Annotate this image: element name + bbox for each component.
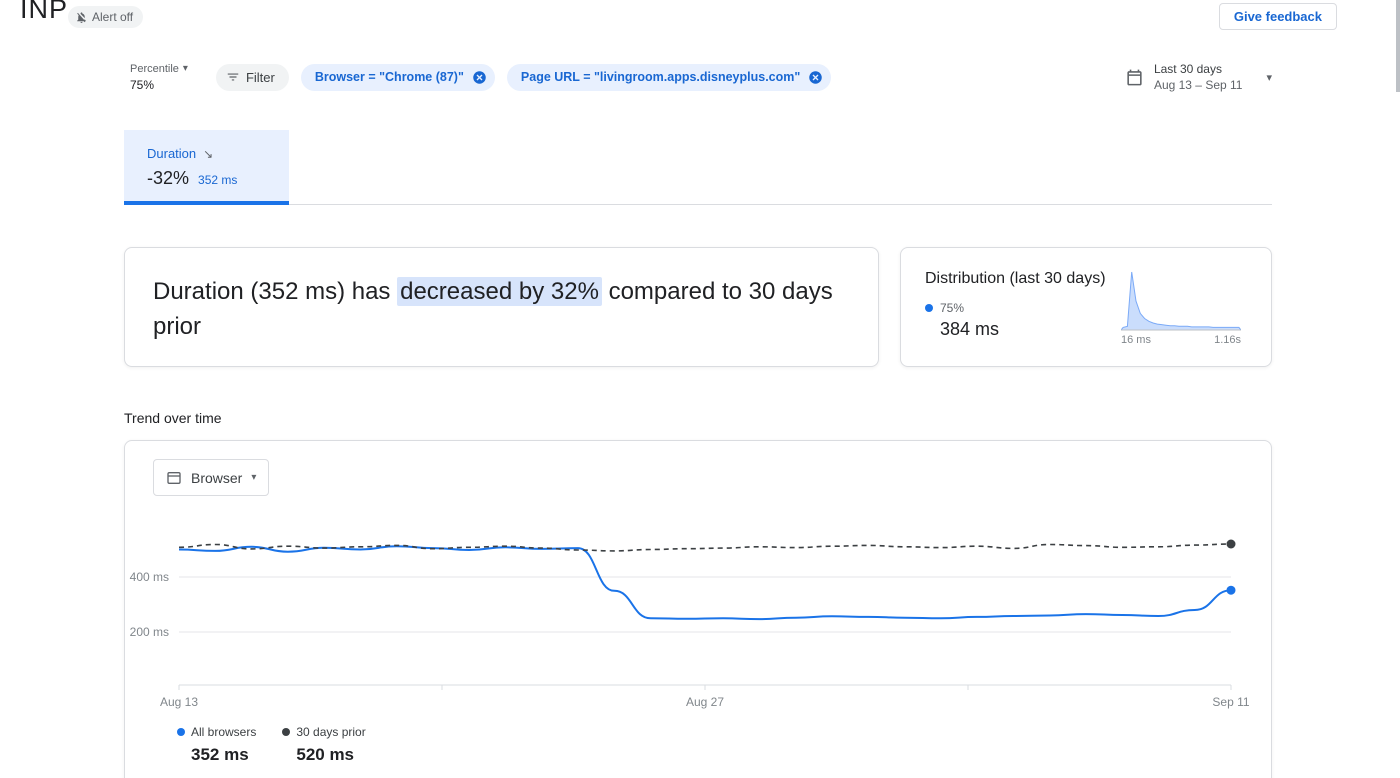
tab-duration-value: 352 ms [198, 173, 238, 187]
svg-text:Aug 27: Aug 27 [686, 695, 724, 709]
distribution-card: Distribution (last 30 days) 75% 384 ms 1… [900, 247, 1272, 367]
percentile-dropdown[interactable]: Percentile ▾ 75% [130, 63, 188, 92]
distribution-percentile-legend: 75% [925, 301, 1247, 315]
summary-highlight: decreased by 32% [397, 277, 602, 306]
summary-cards-row: Duration (352 ms) has decreased by 32% c… [124, 247, 1272, 367]
chevron-down-icon: ▾ [1266, 71, 1272, 84]
distribution-axis-labels: 16 ms 1.16s [1121, 334, 1241, 346]
chevron-down-icon: ▾ [182, 63, 188, 74]
filter-icon [227, 73, 239, 81]
alert-off-label: Alert off [92, 10, 134, 24]
percentile-dot-icon [925, 304, 933, 312]
distribution-histogram [1121, 271, 1241, 331]
metric-tab-row: Duration ↘ -32% 352 ms [124, 130, 1272, 205]
summary-text-after: compared to 30 days prior [153, 278, 833, 340]
close-icon[interactable] [472, 70, 487, 85]
breakdown-label: Browser [191, 469, 243, 486]
trend-legend: All browsers 352 ms 30 days prior 520 ms [177, 725, 366, 765]
distribution-title: Distribution (last 30 days) [925, 270, 1106, 287]
date-range-text: Last 30 days Aug 13 – Sep 11 [1154, 62, 1243, 92]
date-range-value: Aug 13 – Sep 11 [1153, 78, 1243, 92]
legend-30-days-prior-label: 30 days prior [296, 725, 366, 739]
series-dot-icon [177, 728, 185, 736]
tab-duration[interactable]: Duration ↘ -32% 352 ms [124, 130, 289, 205]
filter-chip-page-url[interactable]: Page URL = "livingroom.apps.disneyplus.c… [506, 63, 832, 91]
bell-off-icon [77, 11, 86, 23]
trend-section-title: Trend over time [124, 410, 222, 426]
page-title: INP [20, 0, 69, 24]
distribution-percentile-label: 75% [940, 301, 965, 315]
filter-bar: Percentile ▾ 75% Filter Browser = "Chrom… [130, 62, 1272, 92]
breakdown-dropdown[interactable]: Browser ▾ [153, 459, 270, 496]
svg-text:Sep 11: Sep 11 [1212, 695, 1249, 709]
filter-chip-browser[interactable]: Browser = "Chrome (87)" [300, 63, 495, 91]
legend-all-browsers: All browsers 352 ms [177, 725, 256, 765]
chevron-down-icon: ▾ [251, 472, 257, 483]
filter-button[interactable]: Filter [215, 63, 289, 91]
scrollbar[interactable] [1396, 0, 1400, 92]
percentile-label: Percentile [130, 62, 179, 75]
svg-text:Aug 13: Aug 13 [160, 695, 198, 709]
alert-off-badge[interactable]: Alert off [68, 6, 144, 28]
trending-down-icon: ↘ [203, 146, 214, 161]
percentile-value: 75% [130, 77, 155, 92]
distribution-axis-max: 1.16s [1214, 334, 1241, 346]
filter-chip-page-url-label: Page URL = "livingroom.apps.disneyplus.c… [520, 70, 801, 84]
give-feedback-button[interactable]: Give feedback [1218, 3, 1337, 30]
date-range-picker[interactable]: Last 30 days Aug 13 – Sep 11 ▾ [1125, 62, 1272, 92]
series-dot-icon [282, 728, 291, 736]
calendar-icon [1127, 69, 1142, 85]
svg-text:200 ms: 200 ms [130, 625, 169, 639]
summary-card: Duration (352 ms) has decreased by 32% c… [124, 247, 879, 367]
close-icon[interactable] [808, 70, 823, 85]
browser-window-icon [167, 471, 181, 484]
filter-chip-browser-label: Browser = "Chrome (87)" [314, 70, 464, 84]
legend-all-browsers-label: All browsers [191, 725, 257, 739]
legend-30-days-prior: 30 days prior 520 ms [282, 725, 366, 765]
trend-card: Browser ▾ 400 ms 200 ms Aug 13 Aug 27 Sep 11… [124, 440, 1272, 778]
summary-text-before: Duration (352 ms) has [153, 278, 398, 305]
date-range-label: Last 30 days [1153, 62, 1222, 76]
legend-all-browsers-value: 352 ms [191, 745, 249, 764]
legend-30-days-prior-value: 520 ms [296, 745, 355, 764]
distribution-axis-min: 16 ms [1121, 334, 1151, 346]
svg-text:400 ms: 400 ms [130, 570, 169, 584]
tab-duration-label: Duration [147, 146, 197, 161]
tab-duration-delta: -32% [147, 168, 190, 188]
trend-chart: 400 ms 200 ms Aug 13 Aug 27 Sep 11 [130, 539, 1250, 709]
distribution-value: 384 ms [940, 319, 1000, 339]
filter-button-label: Filter [245, 69, 275, 85]
